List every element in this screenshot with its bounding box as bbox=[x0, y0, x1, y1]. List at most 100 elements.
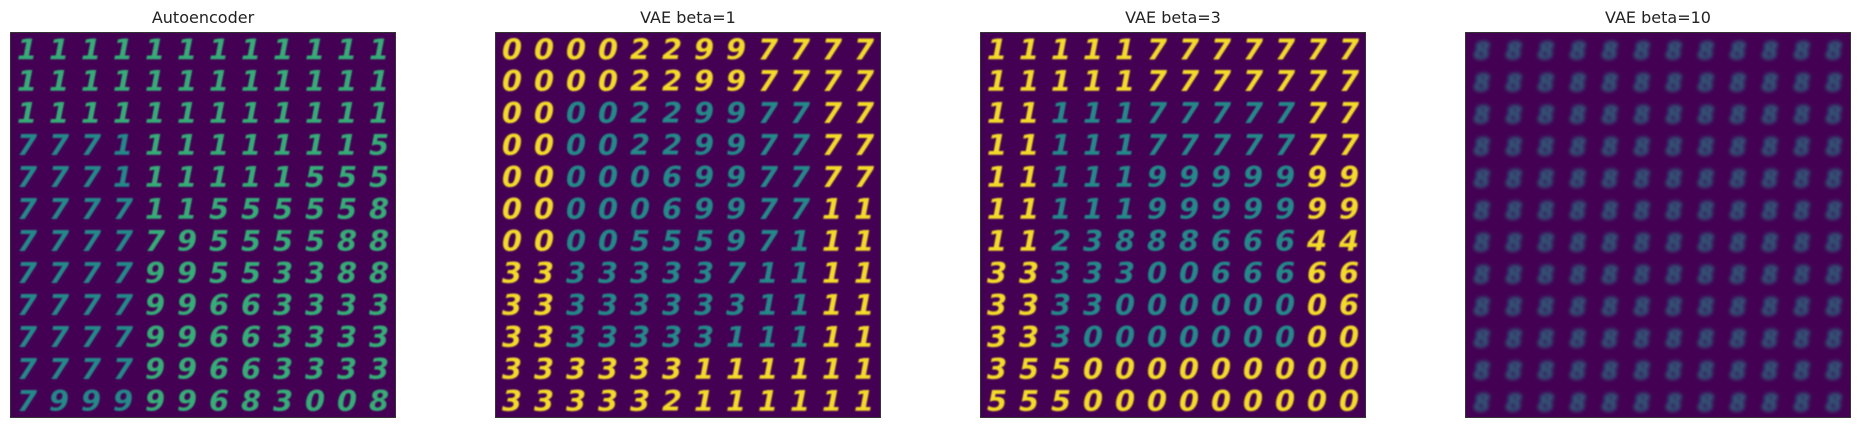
digit-reconstruction: 2 bbox=[662, 33, 682, 66]
digit-reconstruction: 8 bbox=[1602, 165, 1619, 193]
digit-reconstruction: 9 bbox=[1243, 192, 1263, 226]
digit-reconstruction: 8 bbox=[1506, 69, 1523, 97]
digit-reconstruction: 7 bbox=[113, 224, 133, 258]
digit-reconstruction: 8 bbox=[1602, 229, 1619, 257]
digit-reconstruction: 3 bbox=[598, 288, 618, 322]
digit-reconstruction: 3 bbox=[273, 288, 293, 322]
digit-reconstruction: 1 bbox=[305, 33, 325, 66]
digit-reconstruction: 1 bbox=[209, 128, 229, 162]
digit-reconstruction: 8 bbox=[1826, 261, 1843, 289]
digit-reconstruction: 0 bbox=[566, 224, 586, 258]
digit-reconstruction: 1 bbox=[726, 384, 746, 417]
digit-reconstruction: 1 bbox=[1051, 96, 1071, 130]
digit-reconstruction: 9 bbox=[145, 320, 165, 354]
digit-reconstruction: 9 bbox=[1275, 192, 1295, 226]
digit-reconstruction: 0 bbox=[566, 33, 586, 66]
digit-reconstruction: 3 bbox=[337, 288, 357, 322]
digit-reconstruction: 5 bbox=[369, 128, 389, 162]
digit-reconstruction: 5 bbox=[273, 192, 293, 226]
digit-reconstruction: 8 bbox=[1730, 325, 1747, 353]
digit-reconstruction: 7 bbox=[81, 160, 101, 194]
digit-reconstruction: 7 bbox=[81, 224, 101, 258]
digit-reconstruction: 2 bbox=[662, 64, 682, 98]
digit-reconstruction: 1 bbox=[1115, 33, 1135, 66]
digit-reconstruction: 3 bbox=[1051, 288, 1071, 322]
digit-reconstruction: 3 bbox=[1083, 224, 1103, 258]
digit-reconstruction: 1 bbox=[1051, 64, 1071, 98]
digit-reconstruction: 3 bbox=[662, 320, 682, 354]
digit-reconstruction: 0 bbox=[598, 160, 618, 194]
digit-reconstruction: 8 bbox=[1826, 197, 1843, 225]
digit-reconstruction: 7 bbox=[1211, 96, 1231, 130]
digit-reconstruction: 8 bbox=[1826, 389, 1843, 417]
digit-reconstruction: 1 bbox=[305, 64, 325, 98]
digit-reconstruction: 8 bbox=[1474, 165, 1491, 193]
digit-reconstruction: 0 bbox=[305, 384, 325, 417]
digit-reconstruction: 8 bbox=[1634, 101, 1651, 129]
digit-reconstruction: 8 bbox=[1634, 197, 1651, 225]
digit-reconstruction: 8 bbox=[1762, 229, 1779, 257]
digit-reconstruction: 0 bbox=[1179, 352, 1199, 386]
digit-reconstruction: 1 bbox=[790, 352, 810, 386]
digit-reconstruction: 7 bbox=[49, 352, 69, 386]
digit-reconstruction: 1 bbox=[822, 320, 842, 354]
digit-reconstruction: 5 bbox=[630, 224, 650, 258]
digit-reconstruction: 8 bbox=[1666, 293, 1683, 321]
panel-title: VAE beta=1 bbox=[640, 8, 736, 27]
digit-reconstruction: 7 bbox=[790, 128, 810, 162]
digit-reconstruction: 8 bbox=[1570, 101, 1587, 129]
digit-reconstruction: 0 bbox=[502, 64, 522, 98]
digit-reconstruction: 1 bbox=[177, 192, 197, 226]
digit-reconstruction: 8 bbox=[1538, 261, 1555, 289]
digit-reconstruction: 1 bbox=[273, 64, 293, 98]
digit-reconstruction: 1 bbox=[694, 384, 714, 417]
digit-reconstruction: 7 bbox=[1211, 128, 1231, 162]
digit-reconstruction: 8 bbox=[1634, 357, 1651, 385]
digit-reconstruction: 7 bbox=[17, 352, 37, 386]
digit-reconstruction: 1 bbox=[854, 192, 874, 226]
digit-reconstruction: 8 bbox=[1794, 229, 1811, 257]
digit-reconstruction: 0 bbox=[566, 160, 586, 194]
digit-reconstruction: 1 bbox=[1083, 96, 1103, 130]
digit-reconstruction: 8 bbox=[1826, 165, 1843, 193]
digit-reconstruction: 1 bbox=[1051, 128, 1071, 162]
digit-reconstruction: 0 bbox=[566, 64, 586, 98]
digit-reconstruction: 3 bbox=[630, 320, 650, 354]
digit-reconstruction: 7 bbox=[822, 160, 842, 194]
digit-reconstruction: 3 bbox=[1083, 288, 1103, 322]
digit-reconstruction: 5 bbox=[1019, 352, 1039, 386]
digit-reconstruction: 1 bbox=[758, 256, 778, 290]
digit-reconstruction: 6 bbox=[209, 288, 229, 322]
digit-reconstruction: 3 bbox=[305, 288, 325, 322]
panel-title: VAE beta=10 bbox=[1605, 8, 1711, 27]
digit-reconstruction: 3 bbox=[630, 288, 650, 322]
digit-reconstruction: 7 bbox=[790, 160, 810, 194]
digit-reconstruction: 8 bbox=[1698, 197, 1715, 225]
digit-reconstruction: 0 bbox=[1243, 320, 1263, 354]
digit-reconstruction: 1 bbox=[145, 128, 165, 162]
digit-reconstruction: 0 bbox=[1179, 384, 1199, 417]
digit-reconstruction: 7 bbox=[790, 192, 810, 226]
digit-reconstruction: 8 bbox=[1538, 229, 1555, 257]
digit-reconstruction: 7 bbox=[1307, 96, 1327, 130]
digit-reconstruction: 3 bbox=[305, 352, 325, 386]
digit-reconstruction: 9 bbox=[177, 256, 197, 290]
digit-reconstruction: 9 bbox=[726, 128, 746, 162]
digit-reconstruction: 0 bbox=[1147, 320, 1167, 354]
digit-reconstruction: 1 bbox=[81, 64, 101, 98]
digit-reconstruction: 3 bbox=[566, 288, 586, 322]
digit-reconstruction: 1 bbox=[987, 96, 1007, 130]
digit-reconstruction: 7 bbox=[81, 352, 101, 386]
digit-reconstruction: 1 bbox=[209, 96, 229, 130]
digit-reconstruction: 8 bbox=[1794, 389, 1811, 417]
digit-reconstruction: 7 bbox=[1307, 128, 1327, 162]
digit-reconstruction: 8 bbox=[1794, 165, 1811, 193]
digit-reconstruction: 8 bbox=[1538, 133, 1555, 161]
digit-reconstruction: 3 bbox=[694, 288, 714, 322]
digit-reconstruction: 3 bbox=[534, 320, 554, 354]
digit-reconstruction: 9 bbox=[177, 320, 197, 354]
digit-reconstruction: 7 bbox=[854, 96, 874, 130]
digit-reconstruction: 1 bbox=[241, 96, 261, 130]
